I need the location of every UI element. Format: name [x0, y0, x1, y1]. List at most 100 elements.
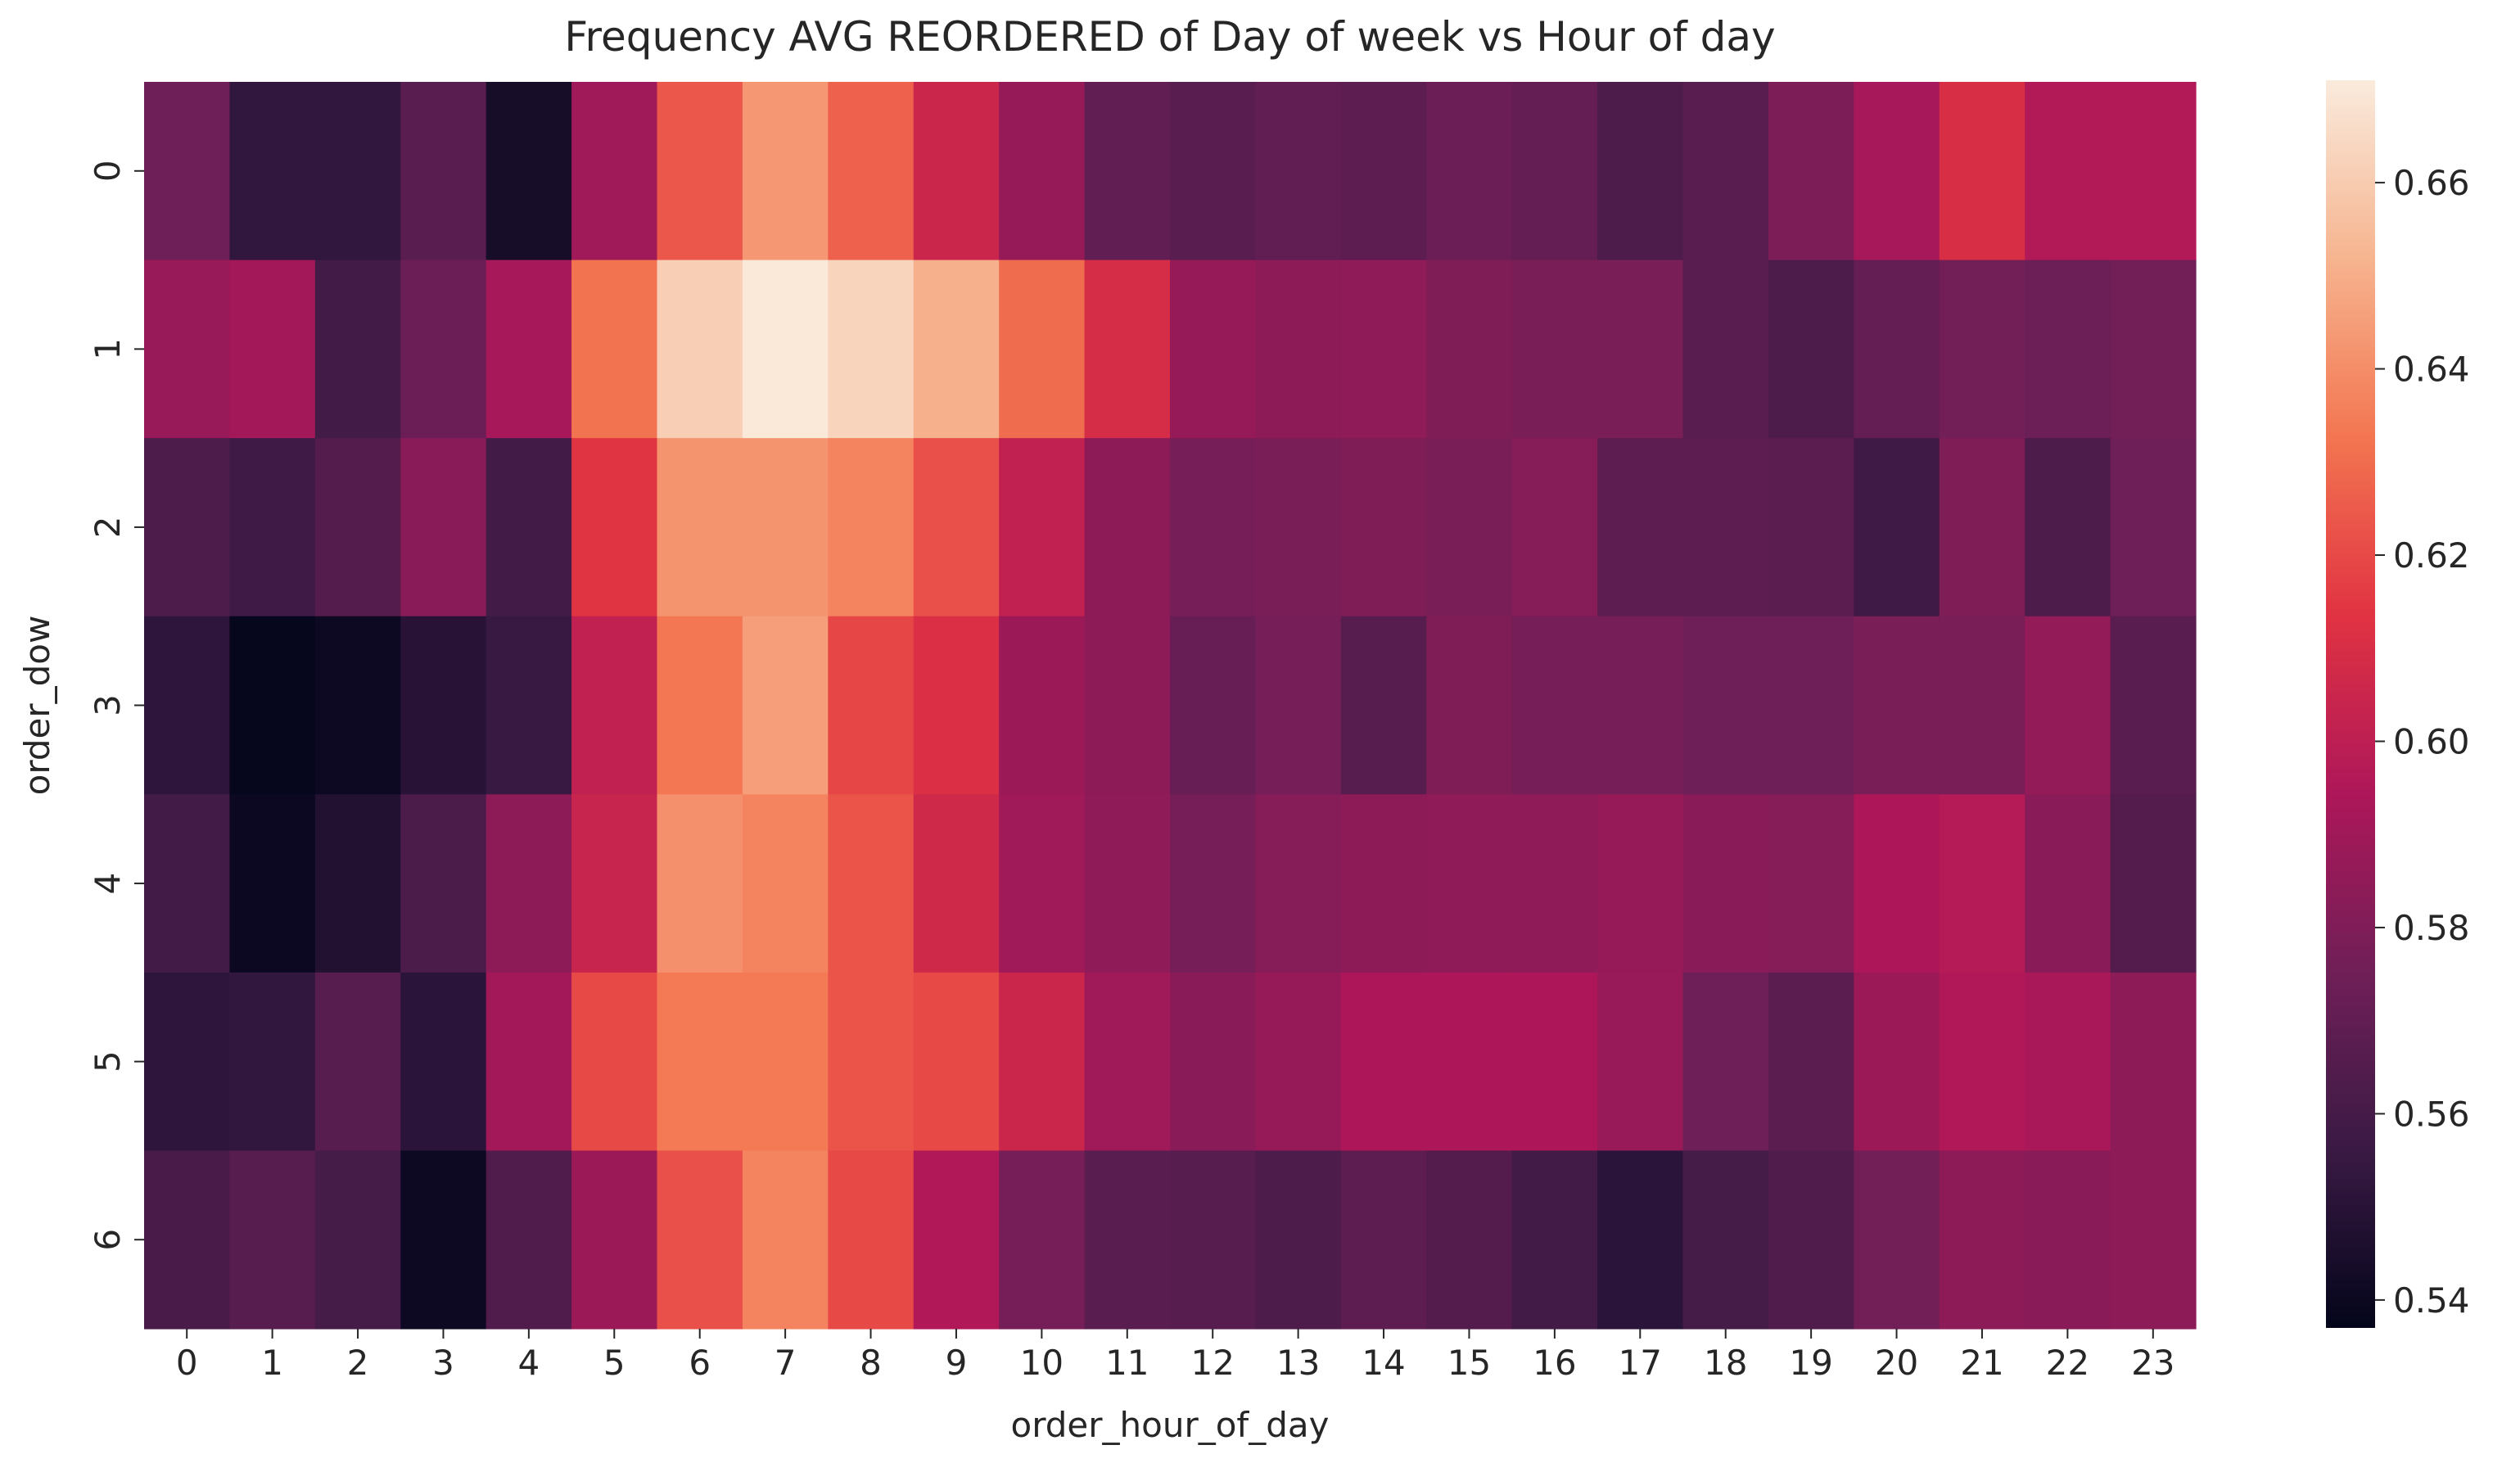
heatmap-cell: [571, 616, 658, 795]
heatmap-cell: [1340, 438, 1427, 617]
heatmap-cell: [742, 1150, 829, 1330]
heatmap-cell: [1854, 260, 1940, 439]
heatmap-cell: [1340, 794, 1427, 973]
heatmap-cell: [485, 972, 572, 1152]
heatmap-cell: [1854, 616, 1940, 795]
heatmap-cell: [828, 972, 915, 1152]
heatmap-cell: [913, 794, 1000, 973]
x-tick-label: 20: [1875, 1343, 1918, 1383]
x-tick-label: 0: [176, 1343, 198, 1383]
colorbar-tick-label: 0.58: [2393, 908, 2470, 948]
heatmap-cell: [1511, 82, 1598, 261]
x-tick-label: 14: [1362, 1343, 1405, 1383]
heatmap-cell: [1255, 82, 1342, 261]
heatmap-cell: [1170, 1150, 1257, 1330]
colorbar-ticks: 0.54 0.56 0.58 0.60 0.62 0.64 0.66: [2375, 163, 2470, 1321]
heatmap-cell: [144, 260, 231, 439]
x-tick-label: 1: [261, 1343, 283, 1383]
x-tick-label: 11: [1105, 1343, 1149, 1383]
heatmap-cell: [314, 794, 401, 973]
heatmap-cell: [1170, 616, 1257, 795]
heatmap-cell: [1854, 794, 1940, 973]
heatmap-cell: [229, 82, 316, 261]
heatmap-cell: [2110, 438, 2197, 617]
heatmap-cell: [400, 260, 487, 439]
heatmap-cell: [828, 260, 915, 439]
heatmap-cell: [999, 794, 1086, 973]
heatmap-cell: [1939, 972, 2025, 1152]
heatmap-cell: [400, 616, 487, 795]
heatmap-cell: [229, 794, 316, 973]
x-tick-label: 7: [775, 1343, 797, 1383]
heatmap-cell: [1854, 438, 1940, 617]
heatmap-cell: [1084, 1150, 1171, 1330]
heatmap-cell: [1768, 616, 1854, 795]
heatmap-cell: [485, 260, 572, 439]
y-tick-label: 2: [88, 517, 128, 539]
chart-title: Frequency AVG REORDERED of Day of week v…: [564, 13, 1775, 61]
heatmap-cell: [742, 260, 829, 439]
heatmap-cell: [314, 616, 401, 795]
heatmap-cell: [1255, 972, 1342, 1152]
heatmap-cell: [1340, 1150, 1427, 1330]
heatmap-cell: [1511, 616, 1598, 795]
heatmap-cell: [485, 1150, 572, 1330]
heatmap-cell: [1426, 438, 1513, 617]
heatmap-cell: [1682, 438, 1769, 617]
y-tick-label: 4: [88, 873, 128, 895]
heatmap-cell: [1597, 438, 1684, 617]
y-tick-label: 0: [88, 160, 128, 182]
heatmap-cell: [144, 972, 231, 1152]
colorbar-tick-label: 0.60: [2393, 721, 2470, 761]
x-tick-label: 13: [1276, 1343, 1320, 1383]
heatmap-cell: [1084, 794, 1171, 973]
heatmap-cell: [1768, 438, 1854, 617]
heatmap-cell: [2110, 1150, 2197, 1330]
x-tick-label: 19: [1789, 1343, 1832, 1383]
heatmap-cell: [999, 438, 1086, 617]
heatmap-cell: [1597, 972, 1684, 1152]
heatmap-cell: [485, 438, 572, 617]
heatmap-cell: [229, 438, 316, 617]
heatmap-cell: [314, 260, 401, 439]
heatmap-cell: [314, 972, 401, 1152]
x-tick-label: 8: [860, 1343, 882, 1383]
heatmap-cell: [828, 438, 915, 617]
heatmap-cell: [1939, 1150, 2025, 1330]
heatmap-cell: [999, 82, 1086, 261]
heatmap-cell: [1682, 794, 1769, 973]
heatmap-cell: [2025, 438, 2111, 617]
x-tick-label: 23: [2131, 1343, 2175, 1383]
heatmap-cell: [657, 616, 743, 795]
heatmap-cell: [314, 1150, 401, 1330]
heatmap-cell: [314, 438, 401, 617]
heatmap-cell: [2025, 82, 2111, 261]
heatmap-cell: [742, 794, 829, 973]
heatmap-cell: [485, 82, 572, 261]
heatmap-cell: [144, 82, 231, 261]
x-tick-label: 12: [1190, 1343, 1234, 1383]
heatmap-cell: [571, 794, 658, 973]
heatmap-cell: [400, 82, 487, 261]
heatmap-cell: [1682, 616, 1769, 795]
heatmap-cell: [999, 260, 1086, 439]
heatmap-cell: [1597, 794, 1684, 973]
heatmap-cell: [828, 794, 915, 973]
heatmap-cell: [828, 1150, 915, 1330]
heatmap-cell: [1170, 260, 1257, 439]
heatmap-cell: [1170, 972, 1257, 1152]
heatmap-cell: [1854, 82, 1940, 261]
heatmap-cell: [144, 438, 231, 617]
heatmap-cell: [1426, 260, 1513, 439]
heatmap-cell: [1682, 82, 1769, 261]
heatmap-cell: [144, 1150, 231, 1330]
heatmap-cell: [144, 794, 231, 973]
heatmap-cell: [1426, 616, 1513, 795]
heatmap-cell: [1084, 260, 1171, 439]
x-tick-label: 21: [1960, 1343, 2003, 1383]
heatmap-cell: [1854, 972, 1940, 1152]
heatmap-cell: [1170, 794, 1257, 973]
heatmap-cell: [1255, 616, 1342, 795]
heatmap-cell: [485, 794, 572, 973]
heatmap-cell: [1682, 260, 1769, 439]
